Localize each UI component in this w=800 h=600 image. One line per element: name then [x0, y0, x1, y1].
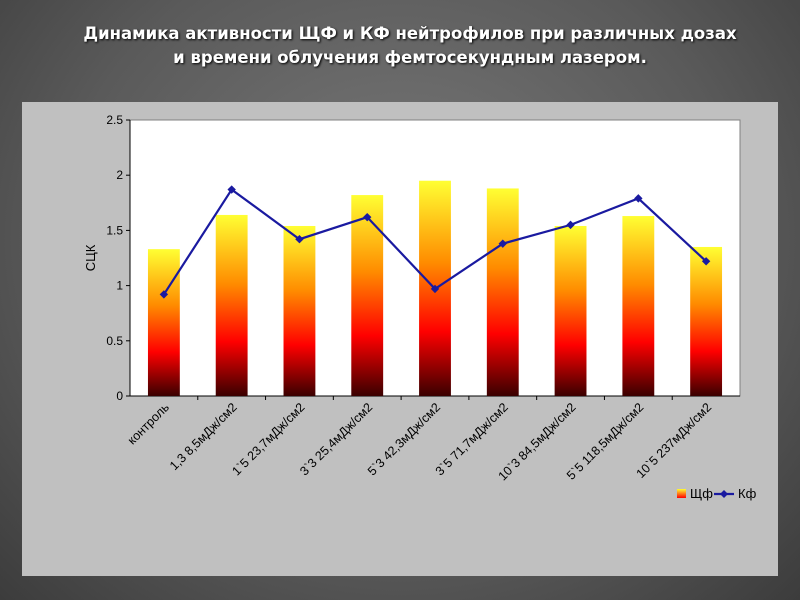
x-tick-label: 3`5 71,7мДж/см2: [433, 400, 511, 478]
point-kf: [159, 290, 169, 299]
bar-shf: [486, 188, 519, 396]
legend-marker-kf: [720, 490, 728, 498]
point-kf: [430, 284, 440, 294]
x-tick-label: контроль: [125, 400, 172, 447]
point-kf: [227, 185, 236, 194]
legend-swatch-shf: [677, 489, 686, 498]
y-tick-label: 2.5: [106, 113, 123, 127]
y-tick-label: 0: [116, 389, 123, 403]
point-kf: [566, 220, 575, 230]
chart-panel: 0 0.5 1 1.5 2 2.5 СЦК контроль 1,3 8,5мДж/см2 1`5…: [22, 102, 778, 576]
x-tick-label: 1,3 8,5мДж/см2: [167, 400, 240, 473]
bar-shf: [283, 225, 316, 396]
x-tick-label: 1`5 23,7мДж/см2: [229, 400, 307, 478]
point-kf: [363, 212, 372, 222]
point-kf: [295, 235, 304, 244]
y-tick-label: 0.5: [106, 334, 123, 348]
slide-title-line1: Динамика активности ЩФ и КФ нейтрофилов …: [83, 24, 737, 43]
point-kf: [701, 257, 711, 266]
legend-label-kf: Кф: [738, 486, 757, 501]
legend-label-shf: Щф: [690, 486, 713, 501]
slide-title-line2: и времени облучения фемтосекундным лазер…: [173, 48, 647, 67]
x-tick-label: 5`3 42,3мДж/см2: [365, 400, 443, 478]
bar-shf: [554, 225, 587, 396]
bar-shf: [351, 195, 384, 396]
y-tick-label: 1: [116, 279, 123, 293]
bar-shf: [622, 216, 655, 396]
x-tick-label: 10`5 237мДж/см2: [634, 400, 715, 481]
slide-title: Динамика активности ЩФ и КФ нейтрофилов …: [30, 22, 790, 70]
bar-shf: [147, 249, 180, 396]
y-tick-label: 2: [116, 168, 123, 182]
y-axis-label: СЦК: [83, 244, 98, 271]
point-kf: [634, 194, 643, 203]
bar-shf: [215, 214, 248, 396]
x-tick-label: 3`3 25,4мДж/см2: [297, 400, 375, 478]
bar-shf: [690, 246, 723, 396]
point-kf: [498, 239, 507, 248]
y-tick-label: 1.5: [106, 223, 123, 237]
